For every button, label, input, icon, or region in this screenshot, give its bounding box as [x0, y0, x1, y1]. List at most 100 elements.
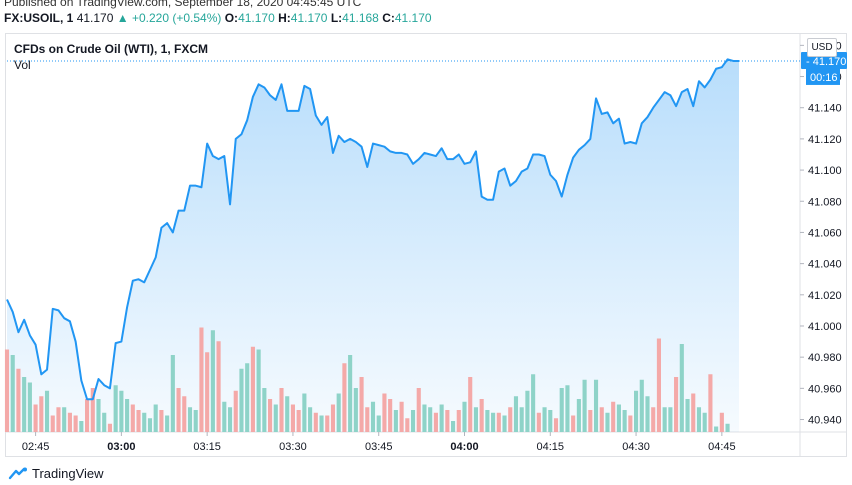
volume-bar [668, 407, 673, 432]
volume-bar [565, 385, 570, 432]
volume-bar [16, 368, 21, 432]
volume-bar [62, 407, 67, 432]
volume-bar [473, 407, 478, 432]
volume-bar [153, 404, 158, 432]
volume-bar [279, 388, 284, 432]
volume-bar [33, 404, 38, 432]
legend-vol: Vol [14, 58, 31, 72]
close-label: C: [382, 11, 395, 25]
volume-bar [634, 390, 639, 432]
volume-bar [125, 399, 130, 432]
volume-bar [182, 396, 187, 432]
y-tick-label: 41.080 [808, 196, 842, 208]
volume-bar [576, 399, 581, 432]
volume-bar [256, 349, 261, 432]
volume-bar [136, 410, 141, 432]
volume-bar [559, 388, 564, 432]
volume-bar [519, 407, 524, 432]
volume-bar [542, 407, 547, 432]
x-tick-label: 02:45 [22, 441, 50, 453]
volume-bar [159, 410, 164, 432]
volume-bar [639, 379, 644, 432]
currency-button[interactable]: USD [807, 38, 837, 57]
volume-bar [685, 399, 690, 432]
chart-frame[interactable] [5, 33, 847, 457]
volume-bar [296, 410, 301, 432]
volume-bar [588, 410, 593, 432]
low-value: 41.168 [342, 11, 379, 25]
volume-bar [616, 404, 621, 432]
footer-brand[interactable]: TradingView [8, 466, 104, 481]
volume-bar [479, 399, 484, 432]
volume-bar [405, 418, 410, 432]
volume-bar [599, 407, 604, 432]
volume-bar [27, 382, 32, 432]
volume-bar [44, 390, 50, 432]
volume-bar [176, 388, 181, 432]
volume-bar [10, 355, 15, 432]
volume-bar [96, 399, 101, 432]
y-tick-label: 41.040 [808, 259, 842, 271]
volume-bar [73, 415, 78, 432]
volume-bar [536, 412, 541, 432]
volume-bar [714, 426, 719, 432]
volume-bar [370, 401, 376, 432]
volume-bar [451, 421, 456, 432]
volume-bar [376, 415, 381, 432]
volume-bar [456, 410, 461, 432]
volume-bar [313, 412, 318, 432]
open-label: O: [224, 11, 239, 25]
y-tick-label: 41.000 [808, 321, 842, 333]
volume-bar [674, 377, 679, 432]
volume-bar [359, 377, 364, 432]
open-value: 41.170 [238, 11, 275, 25]
symbol-label: FX:USOIL, 1 [4, 11, 74, 25]
volume-bar [571, 415, 576, 432]
volume-bar [491, 412, 496, 432]
volume-bar [548, 410, 553, 432]
volume-bar [285, 396, 290, 432]
volume-bar [170, 355, 175, 432]
volume-bar [222, 401, 227, 432]
volume-bar [342, 363, 347, 432]
volume-bar [250, 346, 255, 432]
volume-bar [336, 393, 341, 432]
volume-bar [348, 355, 353, 432]
volume-bar [56, 407, 61, 432]
low-label: L: [330, 11, 343, 25]
legend-title: CFDs on Crude Oil (WTI), 1, FXCM [14, 42, 208, 56]
volume-bar [708, 374, 713, 432]
volume-bar [216, 341, 221, 432]
volume-bar [582, 379, 587, 432]
tradingview-logo-icon [8, 467, 27, 479]
y-tick-label: 40.940 [808, 415, 842, 427]
volume-bar [210, 330, 215, 432]
volume-bar [205, 352, 210, 432]
volume-bar [50, 415, 55, 432]
price-line [6, 58, 739, 401]
x-tick-label: 03:45 [365, 441, 393, 453]
y-tick-label: 41.140 [808, 103, 842, 115]
price-area [7, 59, 739, 432]
close-value: 41.170 [394, 11, 432, 25]
volume-bar [319, 415, 324, 432]
volume-bar [262, 388, 267, 432]
volume-bar [691, 393, 696, 432]
volume-bar [39, 396, 44, 432]
volume-bar [531, 374, 536, 432]
volume-bar [4, 349, 10, 432]
volume-bar [702, 412, 707, 432]
last-price: 41.170 [76, 11, 114, 25]
countdown-value: 00:16 [810, 72, 838, 84]
volume-bar [485, 410, 490, 432]
x-tick-label: 03:30 [279, 441, 307, 453]
volume-bar [593, 379, 599, 432]
y-tick-label: 40.980 [808, 352, 842, 364]
high-value: 41.170 [290, 11, 328, 25]
volume-bar [651, 407, 656, 432]
volume-bar [90, 388, 95, 432]
change-value: +0.220 (+0.54%) [131, 11, 222, 25]
up-arrow-icon: ▲ [116, 11, 129, 25]
price-tag-value: - 41.170 [806, 56, 846, 68]
